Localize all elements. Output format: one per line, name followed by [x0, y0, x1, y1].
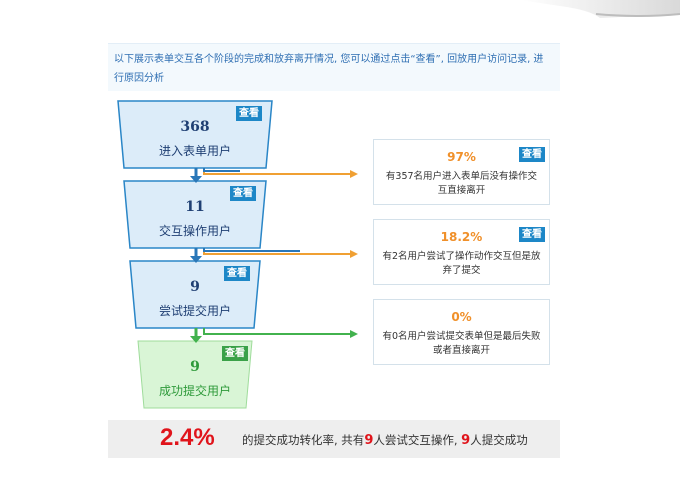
intro-text: 以下展示表单交互各个阶段的完成和放弃离开情况, 您可以通过点击“查看”, 回放用…: [108, 43, 560, 91]
dropoff-1-view-button[interactable]: 查看: [519, 147, 545, 162]
stage-1-label: 进入表单用户: [158, 144, 231, 158]
stage-2-label: 交互操作用户: [158, 224, 231, 238]
dropoff-arrow-3: [203, 328, 358, 338]
summary-success-count: 9: [461, 433, 471, 448]
down-arrow-3: [190, 328, 202, 343]
summary-bar: 2.4% 的提交成功转化率, 共有9人尝试交互操作, 9人提交成功: [108, 420, 560, 458]
dropoff-1-description: 有357名用户进入表单后没有操作交互直接离开: [385, 171, 538, 196]
dropoff-2-view-button[interactable]: 查看: [519, 227, 545, 242]
dropoff-3-percent: 0%: [451, 310, 472, 324]
header-decoration: [520, 0, 680, 18]
summary-text: 的提交成功转化率, 共有9人尝试交互操作, 9人提交成功: [242, 432, 528, 448]
dropoff-card-3: 0% 有0名用户尝试提交表单但是最后失败或者直接离开: [373, 299, 550, 365]
dropoff-card-1: 97% 查看 有357名用户进入表单后没有操作交互直接离开: [373, 139, 550, 205]
stage-4-label: 成功提交用户: [158, 384, 231, 398]
stage-2-count: 11: [185, 199, 205, 215]
dropoff-arrow-1: [203, 168, 358, 178]
down-arrow-2: [190, 248, 202, 263]
dropoff-arrow-2: [203, 248, 358, 258]
stage-4-view-button[interactable]: 查看: [222, 346, 248, 361]
stage-3-view-button[interactable]: 查看: [224, 266, 250, 281]
stage-1-view-button[interactable]: 查看: [236, 106, 262, 121]
dropoff-1-percent: 97%: [447, 150, 476, 164]
stage-3-label: 尝试提交用户: [158, 304, 231, 318]
stage-2-view-button[interactable]: 查看: [230, 186, 256, 201]
summary-attempt-count: 9: [364, 433, 374, 448]
stage-1-count: 368: [180, 119, 210, 135]
stage-4-count: 9: [190, 359, 200, 375]
conversion-rate: 2.4%: [160, 424, 215, 451]
stage-3-count: 9: [190, 279, 200, 295]
dropoff-card-2: 18.2% 查看 有2名用户尝试了操作动作交互但是放弃了提交: [373, 219, 550, 285]
summary-text-c: 人提交成功: [470, 433, 528, 447]
dropoff-3-description: 有0名用户尝试提交表单但是最后失败或者直接离开: [382, 331, 541, 356]
down-arrow-1: [190, 168, 202, 183]
summary-text-b: 人尝试交互操作,: [373, 433, 462, 447]
dropoff-2-description: 有2名用户尝试了操作动作交互但是放弃了提交: [382, 251, 541, 276]
summary-text-a: 的提交成功转化率, 共有: [242, 433, 365, 447]
stage-1-shape: [117, 100, 273, 169]
dropoff-2-percent: 18.2%: [440, 230, 483, 244]
